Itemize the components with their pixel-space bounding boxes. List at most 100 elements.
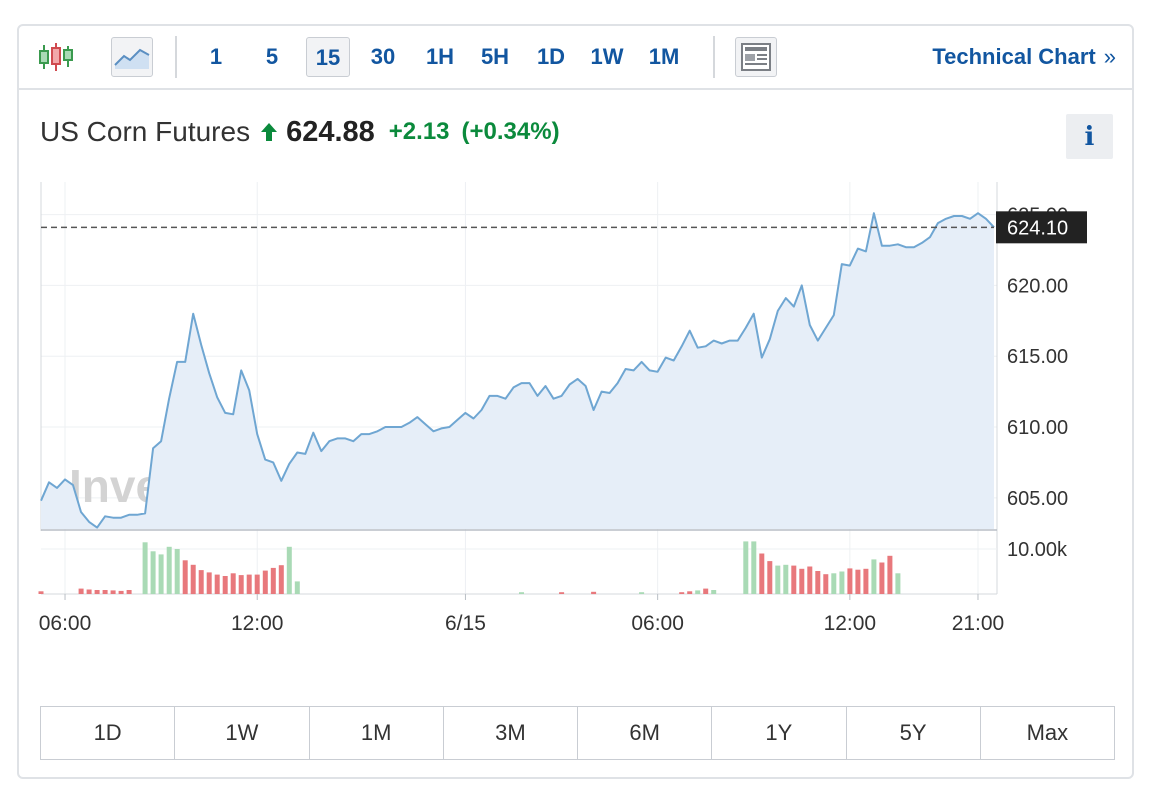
info-button[interactable]: i xyxy=(1066,114,1113,159)
volume-bar xyxy=(278,565,284,594)
volume-bar xyxy=(839,571,845,594)
candlestick-chart-button[interactable] xyxy=(35,37,77,77)
volume-bar xyxy=(703,588,709,594)
x-tick-label: 06:00 xyxy=(631,612,684,635)
news-panel-button[interactable] xyxy=(735,37,777,77)
technical-chart-label: Technical Chart xyxy=(932,44,1096,69)
range-max[interactable]: Max xyxy=(1026,720,1069,745)
range-1d[interactable]: 1D xyxy=(41,707,176,759)
volume-bar xyxy=(142,542,148,595)
toolbar-separator xyxy=(175,36,177,78)
volume-bar xyxy=(591,591,597,595)
instrument-header: US Corn Futures 624.88 +2.13 (+0.34%) xyxy=(40,112,560,152)
volume-bar xyxy=(695,590,701,594)
timeframe-30[interactable]: 30 xyxy=(370,44,396,69)
volume-bar xyxy=(230,573,236,594)
volume-bar xyxy=(855,569,861,594)
y-tick-label: 605.00 xyxy=(1007,488,1068,510)
volume-bar xyxy=(254,574,260,594)
timeframe-1w[interactable]: 1W xyxy=(590,44,624,69)
volume-bar xyxy=(743,541,749,594)
volume-bar xyxy=(847,568,853,594)
volume-bar xyxy=(711,590,717,594)
x-tick-label: 21:00 xyxy=(952,612,1005,635)
volume-bar xyxy=(246,574,252,594)
arrow-up-icon xyxy=(261,123,278,141)
chart-widget: 1 5 15 30 1H 5H 1D 1W 1M Technical Chart… xyxy=(17,24,1134,779)
volume-bar xyxy=(102,590,108,594)
range-1w[interactable]: 1W xyxy=(175,707,310,759)
timeframe-1h[interactable]: 1H xyxy=(425,44,455,69)
x-tick-label: 12:00 xyxy=(231,612,284,635)
y-tick-label: 615.00 xyxy=(1007,346,1068,368)
volume-bar xyxy=(86,589,92,594)
volume-bar xyxy=(815,571,821,594)
timeframe-5[interactable]: 5 xyxy=(265,44,279,69)
volume-bar xyxy=(126,590,132,594)
volume-bar xyxy=(759,553,765,594)
area-chart-icon xyxy=(114,48,150,69)
volume-bar xyxy=(238,575,244,594)
volume-bar xyxy=(879,562,885,594)
x-tick-label: 6/15 xyxy=(445,612,486,635)
volume-bar xyxy=(286,546,292,595)
technical-chart-link[interactable]: Technical Chart » xyxy=(932,44,1116,70)
volume-bar xyxy=(198,570,204,594)
last-price-tag-label: 624.10 xyxy=(1007,217,1068,239)
volume-bar xyxy=(190,564,196,595)
volume-bar xyxy=(182,560,188,595)
volume-bar xyxy=(887,555,893,595)
toolbar-separator xyxy=(713,36,715,78)
volume-bar xyxy=(799,568,805,594)
price-line xyxy=(40,212,995,529)
volume-bar xyxy=(214,574,220,594)
instrument-name: US Corn Futures xyxy=(40,116,251,147)
range-1m[interactable]: 1M xyxy=(310,707,444,759)
timeframe-1m[interactable]: 1M xyxy=(648,44,680,69)
candlestick-chart-icon xyxy=(39,43,73,71)
volume-bar xyxy=(751,541,757,594)
volume-bar xyxy=(519,592,524,594)
range-5y[interactable]: 5Y xyxy=(847,707,981,759)
volume-bar xyxy=(262,570,268,594)
volume-bar xyxy=(807,566,813,594)
last-price-tag-box xyxy=(996,211,1087,244)
range-3m[interactable]: 3M xyxy=(444,707,578,759)
volume-bar xyxy=(639,592,645,594)
range-1y[interactable]: 1Y xyxy=(712,707,847,759)
price-change: +2.13 xyxy=(388,118,450,145)
volume-bar xyxy=(38,591,44,594)
volume-bar xyxy=(94,590,100,594)
chevron-right-icon: » xyxy=(1103,44,1116,69)
timeframe-1[interactable]: 1 xyxy=(209,44,223,69)
timeframe-15[interactable]: 15 xyxy=(306,37,350,77)
volume-bar xyxy=(158,554,164,594)
volume-bar xyxy=(150,551,156,595)
y-tick-label: 620.00 xyxy=(1007,275,1068,297)
volume-bar xyxy=(559,592,565,594)
last-price-tag: 624.10 xyxy=(996,211,1087,244)
area-chart-button[interactable] xyxy=(111,37,153,77)
volume-bar xyxy=(831,573,837,594)
volume-bar xyxy=(871,559,877,594)
range-selector: 1D 1W 1M 3M 6M 1Y 5Y Max xyxy=(40,706,1115,760)
x-tick-label: 06:00 xyxy=(39,612,92,635)
volume-bar xyxy=(783,564,789,595)
timeframe-5h[interactable]: 5H xyxy=(480,44,510,69)
volume-bar xyxy=(823,574,829,594)
volume-bar xyxy=(863,568,869,594)
price-change-percent: (+0.34%) xyxy=(461,118,560,145)
timeframe-1d[interactable]: 1D xyxy=(536,44,566,69)
range-6m[interactable]: 6M xyxy=(578,707,713,759)
x-tick-label: 12:00 xyxy=(824,612,877,635)
volume-bars xyxy=(38,541,901,595)
volume-bar xyxy=(270,567,276,594)
price-chart: Investing.com 605.00610.00615.00620.0062… xyxy=(38,182,1087,635)
volume-bar xyxy=(110,590,116,594)
last-price: 624.88 xyxy=(286,115,375,148)
volume-bar xyxy=(118,590,124,594)
volume-bar xyxy=(895,573,901,594)
y-tick-label: 610.00 xyxy=(1007,417,1068,439)
volume-bar xyxy=(206,572,212,594)
